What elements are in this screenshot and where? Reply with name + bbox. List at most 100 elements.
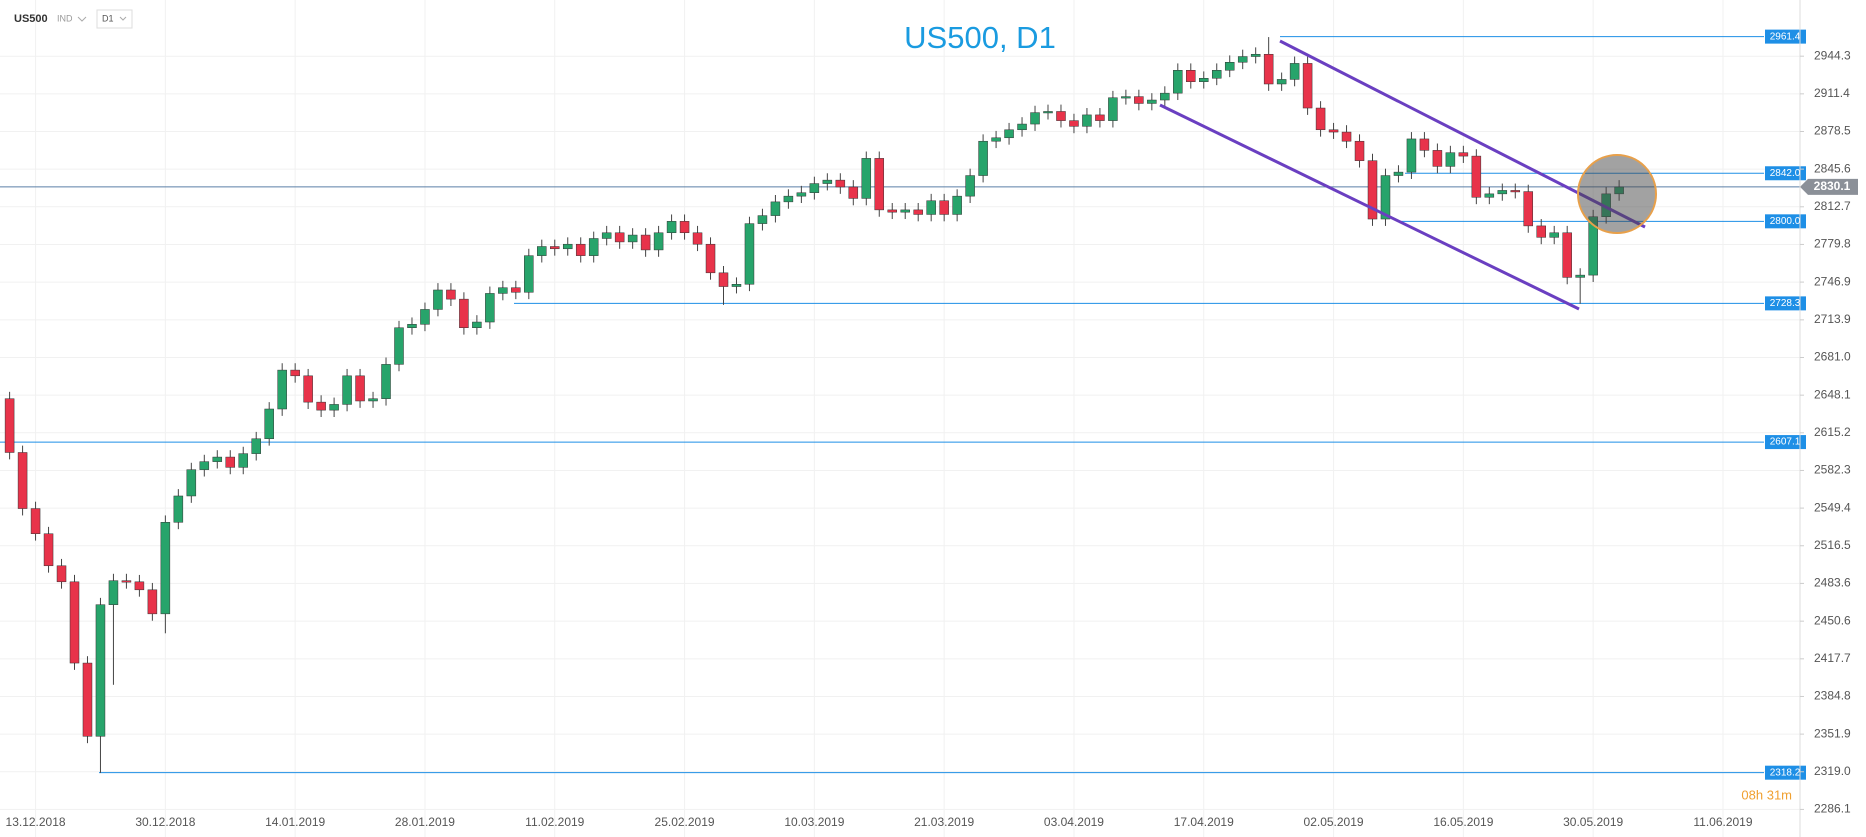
candle-body <box>1160 92 1170 101</box>
y-tick-label: 2286.1 <box>1814 802 1851 816</box>
candle-body <box>1276 79 1287 85</box>
candle-body <box>329 404 339 411</box>
current-price-label: 2830.1 <box>1814 179 1851 193</box>
candle-body <box>303 375 313 403</box>
y-tick-label: 2516.5 <box>1814 538 1851 552</box>
level-label: 2842.0 <box>1770 168 1801 179</box>
candle-body <box>653 232 664 251</box>
candle-body <box>783 195 794 203</box>
level-label-box <box>1765 166 1806 181</box>
candle-body <box>1523 191 1534 227</box>
candle-body <box>666 221 677 234</box>
candle-body <box>173 495 184 523</box>
candle-body <box>524 255 534 293</box>
x-tick-label: 21.03.2019 <box>914 815 974 829</box>
candle-body <box>887 209 897 213</box>
chart-title: US500, D1 <box>904 20 1056 55</box>
candle-body <box>1315 107 1326 131</box>
candle-body <box>498 287 508 294</box>
candle-body <box>1458 152 1469 157</box>
candle-body <box>1030 112 1040 125</box>
candle-body <box>601 232 612 239</box>
candle-body <box>537 246 547 256</box>
dropdown-arrow <box>77 16 87 22</box>
candle-body <box>1380 175 1391 220</box>
candle-body <box>1173 70 1183 94</box>
candle-body <box>238 453 248 468</box>
candle-body <box>1419 138 1430 151</box>
candle-body <box>108 580 119 605</box>
candle-body <box>1393 171 1404 176</box>
candle-body <box>342 375 352 405</box>
candle-body <box>562 243 573 250</box>
x-tick-label: 14.01.2019 <box>265 815 325 829</box>
level-label-box <box>1765 29 1806 44</box>
level-label-box <box>1765 296 1806 311</box>
y-tick-label: 2878.5 <box>1814 124 1851 138</box>
candle-body <box>1224 62 1235 71</box>
candle-body <box>472 321 482 329</box>
candle-body <box>588 238 599 256</box>
y-tick-label: 2911.4 <box>1814 86 1850 100</box>
dropdown-arrow <box>119 16 127 21</box>
candle-body <box>770 201 781 216</box>
candle-body <box>407 324 417 329</box>
candle-body <box>757 215 768 224</box>
current-price-box <box>1800 178 1858 195</box>
x-tick-label: 11.06.2019 <box>1693 815 1752 829</box>
timeframe[interactable]: D1 <box>102 13 114 23</box>
level-label: 2318.2 <box>1770 767 1801 778</box>
market[interactable]: IND <box>57 13 73 23</box>
candle-body <box>1354 140 1365 161</box>
candles <box>4 37 1624 773</box>
candle-body <box>433 289 443 310</box>
y-tick-label: 2417.7 <box>1814 651 1851 665</box>
y-tick-label: 2549.4 <box>1814 500 1851 514</box>
candle-body <box>316 401 326 411</box>
candle-body <box>394 327 404 365</box>
candle-body <box>1341 131 1352 142</box>
candle-body <box>1095 114 1105 121</box>
candle-body <box>822 179 833 184</box>
candle-body <box>199 461 210 470</box>
y-tick-label: 2582.3 <box>1814 463 1851 477</box>
candle-body <box>1082 114 1092 127</box>
x-tick-label: 30.12.2018 <box>135 815 195 829</box>
candle-body <box>978 140 988 176</box>
candle-body <box>264 408 274 440</box>
candle-body <box>900 209 910 213</box>
candle-body <box>1237 56 1248 63</box>
candle-body <box>420 309 430 325</box>
candle-body <box>718 272 729 287</box>
candle-body <box>251 438 261 454</box>
candle-body <box>705 243 716 274</box>
candle-body <box>1562 232 1572 278</box>
candle-body <box>575 243 586 256</box>
candle-body <box>459 298 469 329</box>
y-tick-label: 2779.8 <box>1814 237 1851 251</box>
candle-body <box>913 209 923 215</box>
candle-body <box>1302 63 1313 109</box>
level-label: 2961.4 <box>1770 31 1801 42</box>
candle-body <box>1186 70 1196 82</box>
candle-body <box>835 179 846 188</box>
candle-body <box>30 508 41 534</box>
level-label-box <box>1765 214 1806 229</box>
candle-body <box>1108 97 1118 121</box>
candle-body <box>1211 70 1222 79</box>
candle-body <box>511 287 521 293</box>
x-tick-label: 17.04.2019 <box>1174 815 1234 829</box>
candle-body <box>1056 111 1066 121</box>
y-tick-label: 2713.9 <box>1814 312 1851 326</box>
candle-body <box>17 452 28 509</box>
timeframe-box[interactable] <box>96 9 133 29</box>
y-tick-label: 2648.1 <box>1814 387 1851 401</box>
candle-body <box>4 398 15 453</box>
candle-body <box>1004 129 1014 139</box>
candle-body <box>1471 155 1482 198</box>
candle-body <box>744 223 755 285</box>
candle-body <box>926 200 936 215</box>
y-tick-label: 2384.8 <box>1814 689 1851 703</box>
candle-body <box>796 192 807 197</box>
